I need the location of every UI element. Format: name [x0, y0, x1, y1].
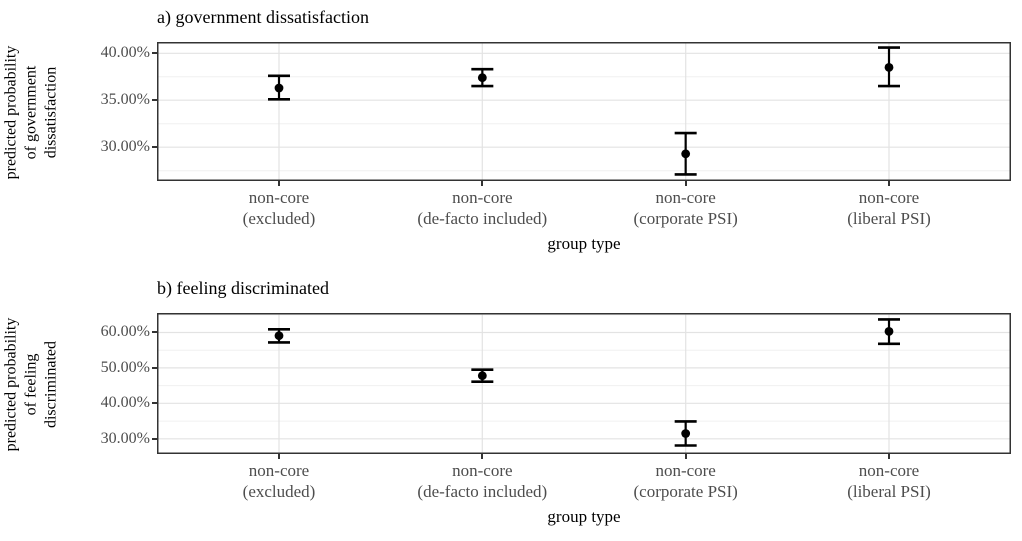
y-tick-label: 30.00%: [100, 429, 150, 447]
x-category-label-line: (corporate PSI): [633, 209, 738, 228]
panel-a-y-axis-label: predicted probability of government diss…: [2, 0, 65, 238]
x-tick-mark: [481, 454, 484, 459]
x-category-label-line: (liberal PSI): [847, 482, 931, 501]
y-tick-mark: [152, 366, 157, 369]
point-marker: [681, 149, 691, 159]
panel-b-y-axis-label: predicted probability of feeling discrim…: [2, 260, 65, 510]
x-category-label-line: non-core: [248, 188, 310, 207]
panel-a-plot-area: [157, 42, 1011, 181]
panel-b-y-axis-label-line2: of feeling: [22, 353, 40, 416]
x-category-label: non-core (excluded): [169, 187, 389, 229]
y-tick-mark: [152, 402, 157, 405]
y-tick-label: 60.00%: [100, 323, 150, 341]
y-tick-mark: [152, 331, 157, 334]
panel-b-y-axis-label-line3: discriminated: [42, 340, 60, 429]
x-category-label: non-core (excluded): [169, 460, 389, 502]
x-tick-mark: [684, 181, 687, 186]
panel-b-y-axis-label-line1: predicted probability: [2, 317, 20, 452]
x-category-label-line: (de-facto included): [417, 482, 548, 501]
x-category-label-line: non-core: [452, 188, 513, 207]
x-category-label-line: (excluded): [242, 482, 316, 501]
point-marker: [274, 83, 284, 93]
point-marker: [681, 429, 691, 438]
point-marker: [477, 371, 487, 381]
panel-border: [157, 313, 1011, 454]
panel-a-y-axis-label-line1: predicted probability: [2, 45, 20, 180]
panel-a-y-axis-label-line2: of government: [22, 65, 40, 160]
x-category-label: non-core (de-facto included): [372, 460, 592, 502]
y-tick-label: 35.00%: [100, 91, 150, 109]
x-category-label: non-core (liberal PSI): [779, 187, 999, 229]
x-category-label-line: non-core: [452, 461, 513, 480]
x-category-label-line: (excluded): [242, 209, 316, 228]
panel-a-chart: [157, 42, 1011, 181]
x-tick-mark: [481, 181, 484, 186]
x-category-label-line: non-core: [655, 461, 716, 480]
y-tick-label: 40.00%: [100, 44, 150, 62]
point-marker: [884, 327, 894, 336]
panel-b-plot-area: [157, 313, 1011, 454]
x-category-label-line: (liberal PSI): [847, 209, 931, 228]
x-tick-mark: [278, 454, 280, 459]
x-category-label: non-core (liberal PSI): [779, 460, 999, 502]
x-category-label: non-core (corporate PSI): [576, 187, 796, 229]
x-category-label-line: non-core: [858, 461, 920, 480]
x-category-label: non-core (de-facto included): [372, 187, 592, 229]
x-category-label-line: (de-facto included): [417, 209, 548, 228]
y-tick-label: 40.00%: [100, 394, 150, 412]
x-tick-mark: [684, 454, 687, 459]
y-tick-mark: [152, 52, 157, 55]
point-marker: [884, 63, 894, 72]
x-tick-mark: [888, 454, 890, 459]
point-marker: [274, 331, 284, 341]
x-tick-mark: [278, 181, 280, 186]
panel-b-chart: [157, 313, 1011, 454]
panel-a-title: a) government dissatisfaction: [157, 7, 369, 27]
x-category-label-line: non-core: [858, 188, 920, 207]
point-marker: [477, 73, 487, 83]
x-category-label-line: non-core: [655, 188, 716, 207]
panel-border: [157, 42, 1011, 181]
x-tick-mark: [888, 181, 890, 186]
panel-b-x-axis-label: group type: [547, 507, 621, 526]
y-tick-mark: [152, 146, 157, 149]
y-tick-mark: [152, 99, 157, 102]
panel-a-y-axis-label-line3: dissatisfaction: [42, 66, 60, 159]
y-tick-label: 50.00%: [100, 358, 150, 376]
x-category-label-line: non-core: [248, 461, 310, 480]
x-category-label: non-core (corporate PSI): [576, 460, 796, 502]
panel-b-title: b) feeling discriminated: [157, 278, 329, 298]
y-tick-mark: [152, 437, 157, 440]
x-category-label-line: (corporate PSI): [633, 482, 738, 501]
panel-a-x-axis-label: group type: [547, 234, 621, 253]
y-tick-label: 30.00%: [100, 138, 150, 156]
